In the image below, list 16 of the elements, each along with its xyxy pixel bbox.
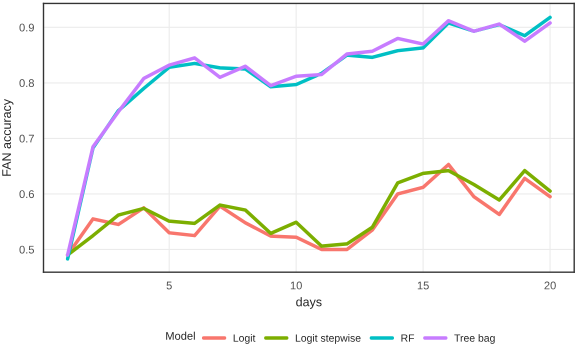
y-tick-label: 0.7 [19,134,34,143]
y-axis-title: FAN accuracy [2,98,14,176]
x-tick-label: 20 [544,282,556,290]
y-tick-label: 0.6 [19,190,34,198]
y-tick-label: 0.9 [19,24,34,32]
legend-label: Tree bag [454,334,495,344]
x-tick-label: 10 [290,282,302,290]
x-tick-label: 5 [166,282,172,290]
y-tick-label: 0.8 [19,79,34,88]
y-tick-label: 0.5 [19,246,34,254]
x-axis-title: days [296,297,322,309]
x-tick-label: 15 [418,282,429,290]
legend-label: Logit [234,334,256,344]
legend-title: Model [166,332,195,340]
legend-label: RF [401,334,414,342]
legend-label: Logit stepwise [296,334,361,344]
